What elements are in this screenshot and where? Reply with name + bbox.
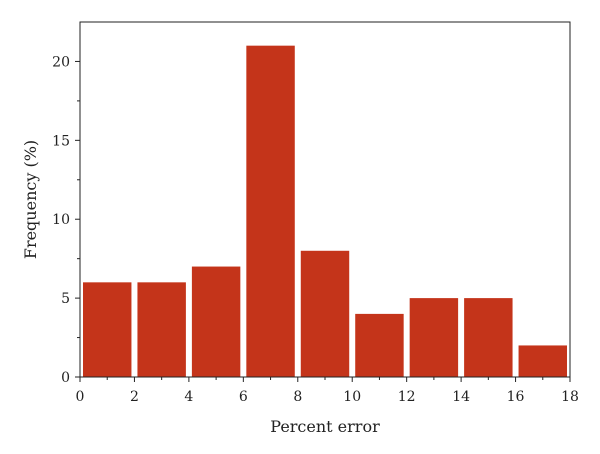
x-tick-label: 6 [239,389,248,405]
y-tick-label: 20 [52,54,70,70]
bars-group [83,45,567,378]
bar-8-10 [300,250,350,377]
bar-6-8 [246,45,295,378]
x-tick-label: 4 [184,389,193,405]
bar-14-16 [464,298,513,377]
x-tick-label: 8 [293,389,302,405]
x-tick-label: 16 [507,389,525,405]
x-tick-label: 2 [130,389,139,405]
bar-0-2 [83,282,132,377]
axes-group: 0 2 4 6 8 10 12 14 16 18 0 5 10 15 20 [52,21,579,405]
x-tick-label: 12 [398,389,416,405]
x-tick-label: 0 [76,389,85,405]
bar-2-4 [137,282,186,377]
y-tick-label: 5 [61,291,70,307]
x-tick-label: 18 [561,389,579,405]
y-axis-label: Frequency (%) [21,140,40,259]
bar-10-12 [355,313,404,377]
x-tick-label: 14 [452,389,470,405]
bar-12-14 [409,298,459,377]
y-tick-label: 0 [61,370,70,386]
x-axis-label: Percent error [270,417,380,436]
bar-16-18 [518,345,567,377]
y-tick-label: 10 [52,212,70,228]
x-tick-label: 10 [343,389,361,405]
bar-4-6 [191,266,241,377]
y-tick-label: 15 [52,133,70,149]
